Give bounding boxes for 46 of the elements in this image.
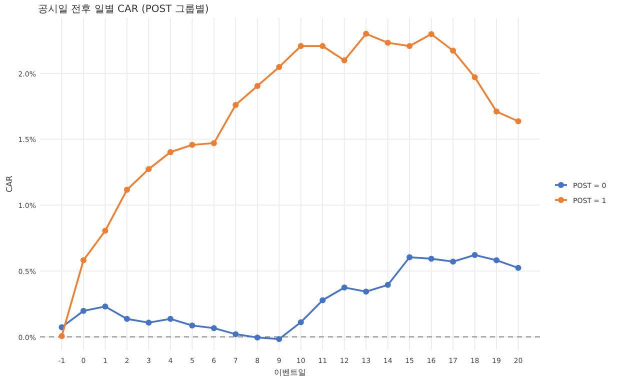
point [58, 333, 65, 340]
point [320, 43, 326, 50]
point [254, 334, 260, 340]
point [494, 257, 500, 264]
point [102, 228, 108, 234]
x-axis-title: 이벤트일 [274, 368, 306, 377]
point [232, 102, 239, 108]
point [80, 257, 86, 264]
point [167, 149, 174, 156]
point [320, 297, 326, 304]
point [298, 43, 304, 50]
point [363, 30, 370, 37]
point [406, 254, 413, 260]
point [189, 142, 196, 148]
point [146, 166, 152, 172]
point [515, 264, 522, 271]
point [384, 40, 391, 46]
point [472, 252, 478, 258]
point [494, 108, 500, 115]
point [450, 258, 456, 265]
point [363, 288, 370, 295]
point [298, 319, 304, 326]
point [406, 43, 413, 50]
point [276, 64, 282, 70]
point [124, 316, 130, 322]
point [341, 284, 348, 291]
y-axis-title: CAR [5, 175, 14, 192]
point [450, 48, 456, 54]
chart-title: 공시일 전후 일별 CAR (POST 그룹별) [38, 4, 209, 15]
point [341, 57, 348, 64]
point [384, 282, 391, 288]
point [102, 304, 108, 310]
point [167, 316, 174, 322]
point [210, 325, 217, 332]
point [232, 331, 239, 338]
point [276, 336, 282, 342]
point [146, 320, 152, 326]
point [254, 82, 260, 89]
point [428, 256, 434, 262]
point [124, 186, 130, 193]
point [80, 308, 86, 314]
point [472, 74, 478, 80]
point [210, 140, 217, 146]
point [428, 31, 434, 38]
point [189, 322, 196, 328]
point [515, 118, 522, 124]
